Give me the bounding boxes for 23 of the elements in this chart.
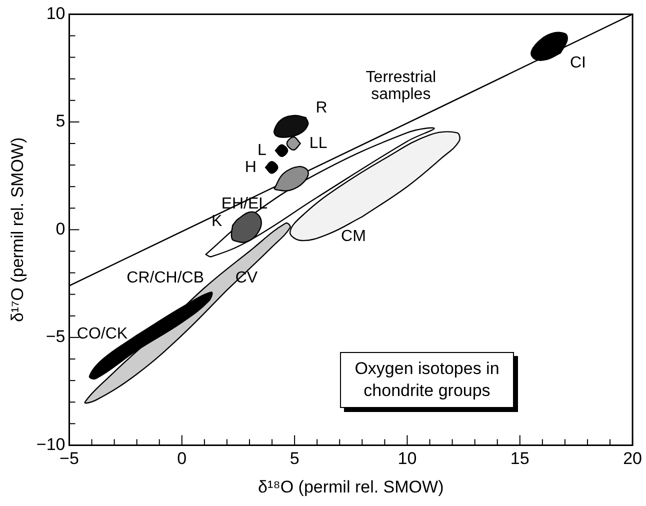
x-tick-label: 15 xyxy=(510,449,530,468)
series-label: Terrestrial samples xyxy=(366,68,436,103)
text: Oxygen isotopes in chondrite groups xyxy=(340,352,514,408)
series-label: CO/CK xyxy=(76,325,128,342)
series-label: CR/CH/CB xyxy=(126,269,204,286)
series-label: CM xyxy=(341,228,366,246)
y-tick-label: 5 xyxy=(56,112,66,131)
x-tick-label: 20 xyxy=(623,449,642,468)
series-label: L xyxy=(258,142,267,160)
series-label: H xyxy=(244,158,256,176)
x-tick-label: 10 xyxy=(398,449,417,468)
y-tick-label: 10 xyxy=(46,4,66,23)
x-tick-label: 0 xyxy=(177,449,187,468)
series-label: LL xyxy=(309,134,328,152)
y-tick-label: −5 xyxy=(46,327,66,346)
series-label: CI xyxy=(570,54,586,72)
series-label: R xyxy=(316,99,328,116)
series-label: K xyxy=(212,213,223,230)
y-tick-label: −10 xyxy=(36,434,66,454)
x-axis-title: δ¹⁸O (permil rel. SMOW) xyxy=(258,477,444,496)
x-tick-label: 5 xyxy=(290,449,300,468)
y-tick-label: 0 xyxy=(56,219,66,238)
y-axis-title: δ¹⁷O (permil rel. SMOW) xyxy=(8,137,27,322)
